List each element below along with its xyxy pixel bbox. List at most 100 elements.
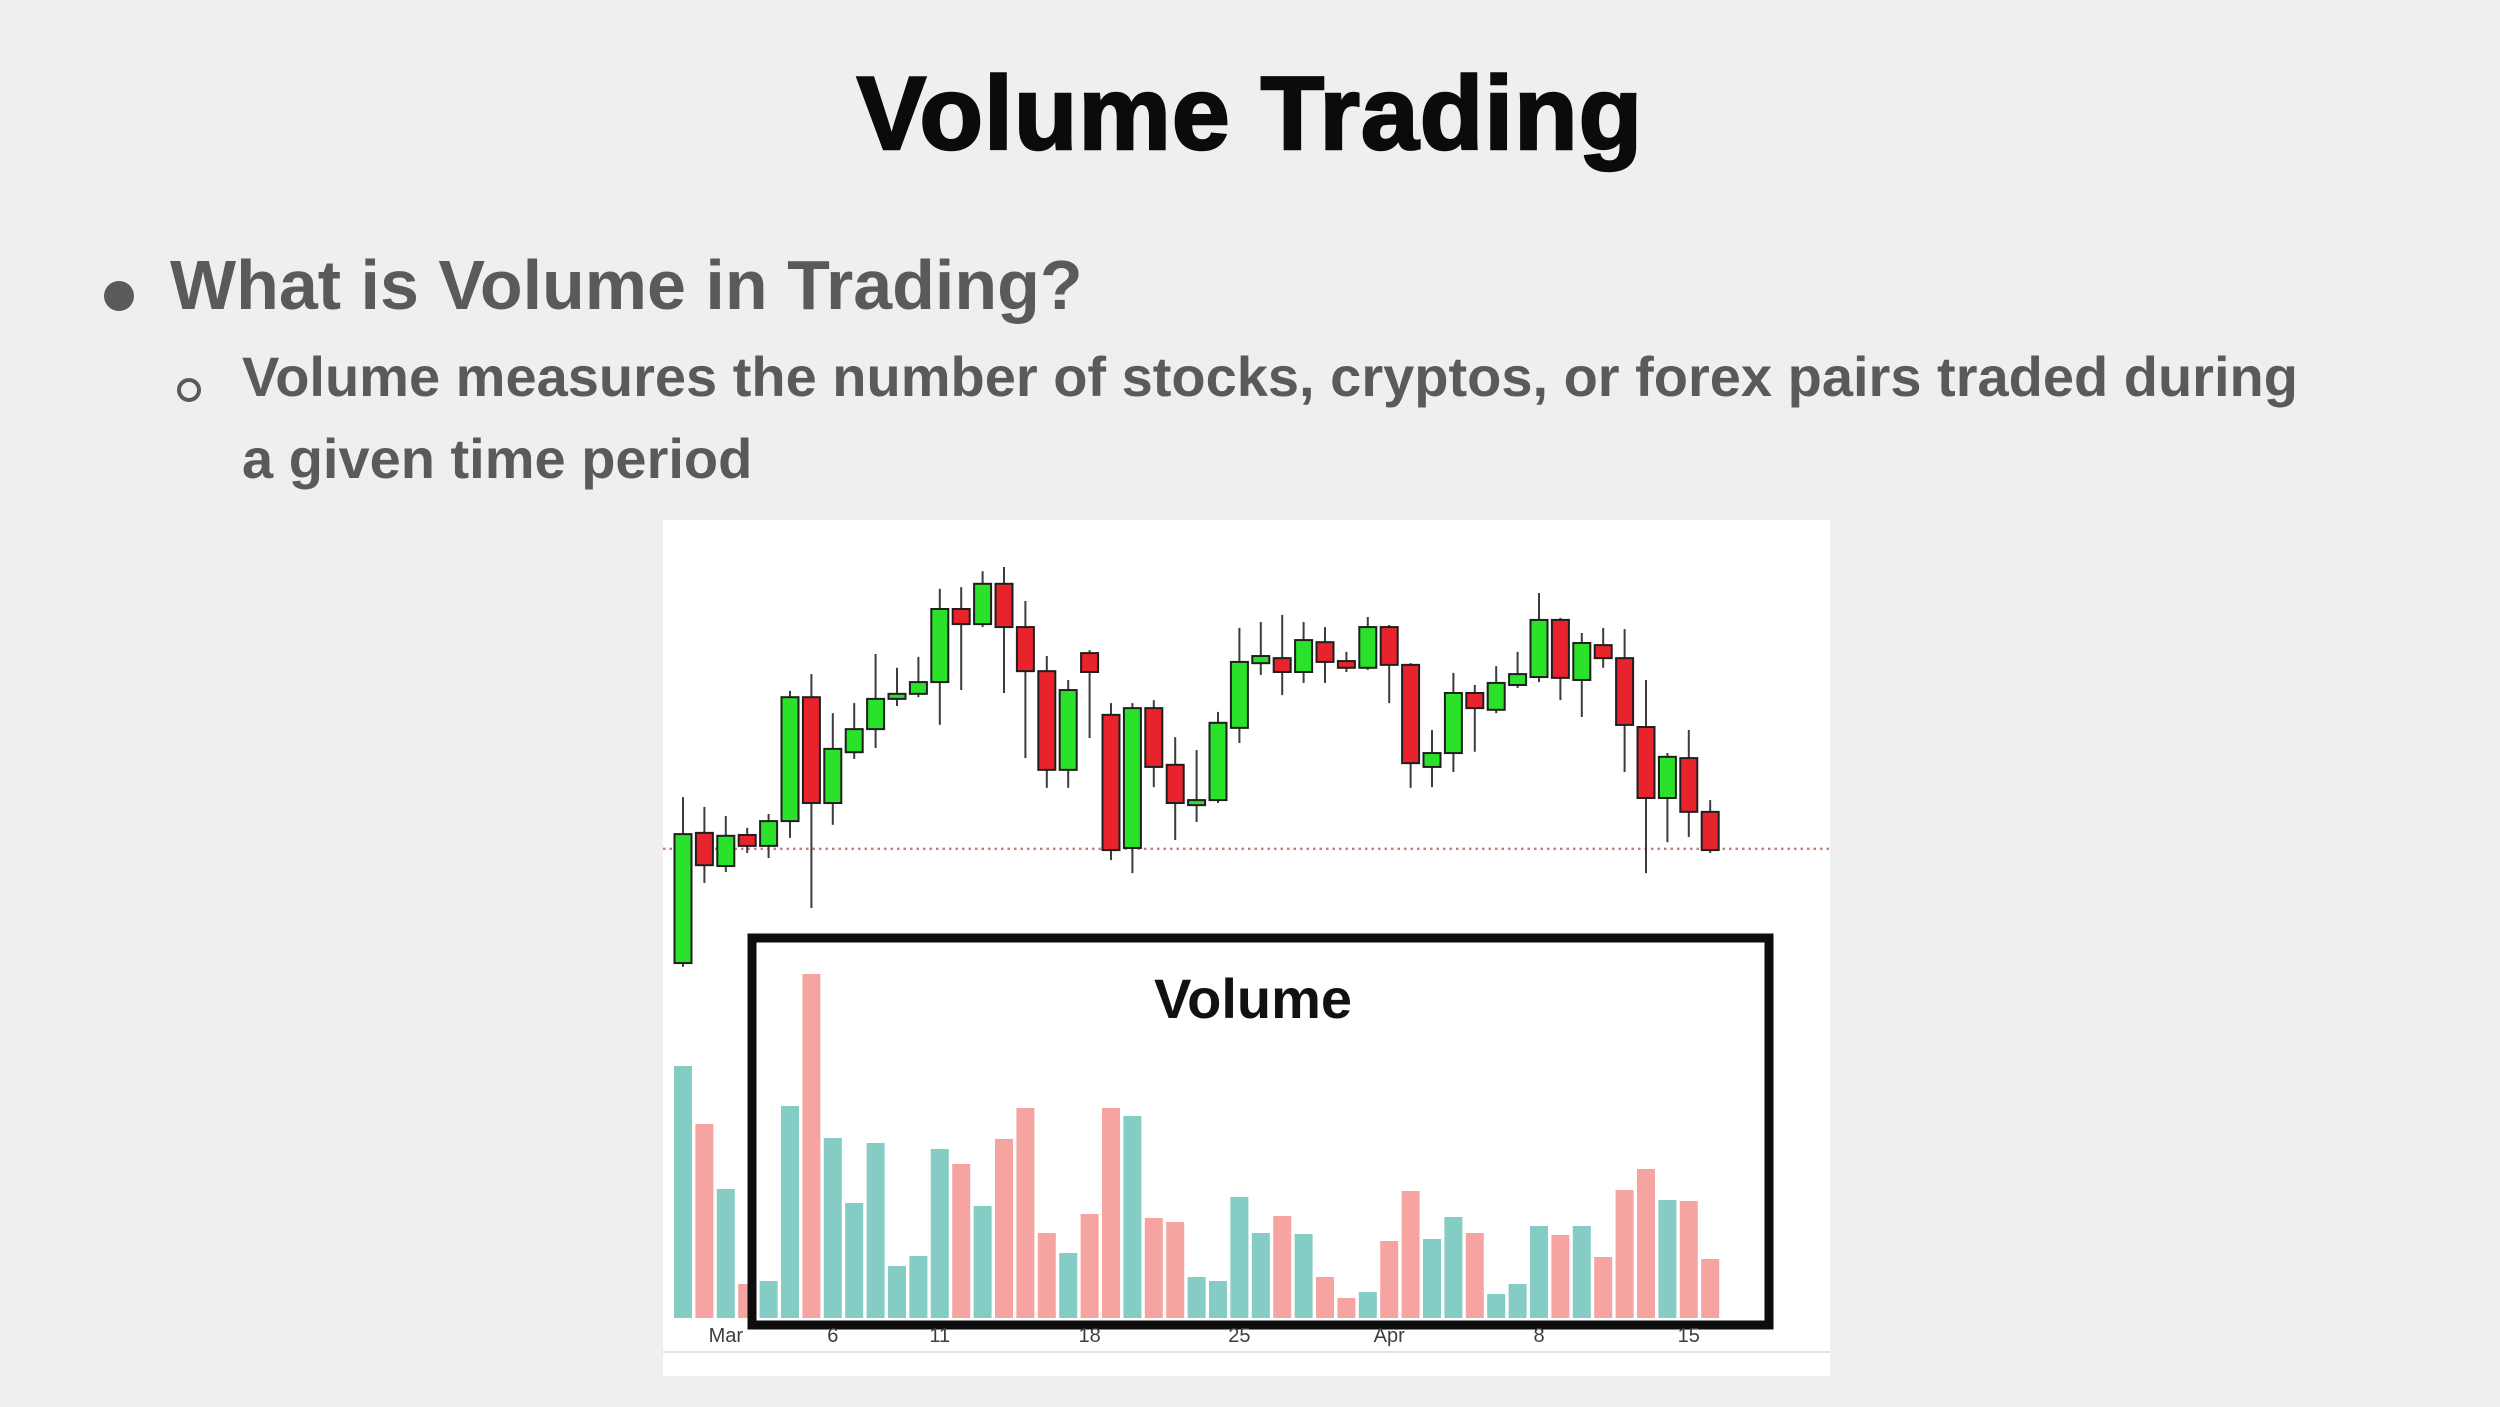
volume-bar-28 (1273, 1216, 1292, 1318)
candle-body-5 (780, 696, 800, 823)
candle-body-42 (1572, 642, 1592, 681)
page-title: Volume Trading (856, 56, 1644, 172)
bullet-dot-icon (104, 281, 134, 311)
candle-body-7 (823, 747, 843, 805)
candle-body-34 (1401, 663, 1421, 765)
candle-body-27 (1251, 655, 1271, 665)
x-tick-label-1: 6 (827, 1325, 838, 1347)
volume-box (747, 933, 1774, 1330)
volume-bar-37 (1465, 1233, 1484, 1318)
candle-body-43 (1593, 644, 1613, 660)
volume-bar-21 (1123, 1116, 1142, 1318)
candle-body-9 (866, 697, 886, 731)
candlestick-volume-chart: Volume Mar 6 11 18 25 Apr 8 15 (663, 520, 1830, 1376)
candle-body-19 (1080, 652, 1100, 673)
volume-bar-45 (1637, 1169, 1655, 1318)
candle-body-30 (1315, 641, 1335, 663)
sub-bullet-line-1: Volume measures the number of stocks, cr… (242, 345, 2298, 408)
candle-body-23 (1165, 763, 1185, 805)
volume-bar-23 (1166, 1222, 1185, 1318)
volume-bar-42 (1572, 1226, 1591, 1318)
candle-body-21 (1122, 707, 1142, 849)
candle-body-40 (1529, 618, 1549, 679)
volume-bar-26 (1230, 1197, 1249, 1318)
candle-body-12 (930, 608, 950, 684)
volume-bar-22 (1144, 1218, 1163, 1318)
volume-bar-4 (759, 1281, 778, 1318)
candle-body-20 (1101, 713, 1121, 852)
candle-body-2 (716, 834, 736, 868)
volume-bar-43 (1594, 1257, 1613, 1318)
volume-bar-30 (1316, 1277, 1334, 1318)
volume-bar-41 (1551, 1235, 1570, 1318)
volume-bar-33 (1380, 1241, 1399, 1318)
volume-bar-27 (1251, 1233, 1270, 1318)
candle-body-11 (908, 681, 928, 695)
candle-body-16 (1015, 626, 1035, 673)
volume-bar-47 (1679, 1201, 1698, 1318)
candle-body-31 (1336, 660, 1356, 669)
candle-body-0 (673, 833, 693, 965)
volume-bar-20 (1102, 1108, 1120, 1318)
candle-body-46 (1657, 755, 1677, 800)
volume-bar-7 (823, 1138, 842, 1318)
volume-bar-31 (1337, 1298, 1356, 1318)
x-tick-label-3: 18 (1078, 1325, 1100, 1347)
candle-body-14 (973, 582, 993, 626)
candle-body-22 (1144, 707, 1164, 768)
volume-bar-16 (1016, 1108, 1035, 1318)
volume-bar-15 (995, 1139, 1013, 1318)
volume-bar-12 (930, 1149, 949, 1318)
candle-body-25 (1208, 721, 1228, 802)
candle-body-32 (1358, 626, 1378, 669)
volume-bar-9 (866, 1143, 885, 1318)
candle-body-18 (1058, 689, 1078, 771)
x-tick-label-6: 8 (1533, 1325, 1544, 1347)
volume-bar-24 (1187, 1277, 1206, 1318)
bullet-text: What is Volume in Trading? (170, 246, 1083, 324)
candle-body-1 (694, 831, 714, 867)
volume-bar-25 (1209, 1281, 1227, 1318)
x-tick-label-0: Mar (709, 1325, 744, 1347)
volume-bar-19 (1080, 1214, 1099, 1318)
candle-body-36 (1443, 692, 1463, 755)
candle-body-28 (1272, 657, 1292, 674)
candle-body-37 (1465, 692, 1485, 710)
candle-body-13 (951, 608, 971, 626)
candle-body-26 (1229, 660, 1249, 729)
candle-body-4 (759, 820, 779, 847)
candle-body-10 (887, 692, 907, 700)
sub-bullet-ring-icon (177, 378, 201, 402)
candle-body-45 (1636, 726, 1656, 800)
candle-body-29 (1294, 639, 1314, 674)
volume-bar-18 (1059, 1253, 1078, 1318)
candle-body-47 (1679, 757, 1699, 813)
candle-body-33 (1379, 626, 1399, 666)
volume-bar-11 (909, 1256, 928, 1318)
volume-bar-10 (888, 1266, 906, 1318)
volume-bar-34 (1401, 1191, 1420, 1318)
sub-bullet-text: Volume measures the number of stocks, cr… (242, 336, 2462, 500)
volume-bar-8 (845, 1203, 864, 1318)
candle-body-35 (1422, 752, 1442, 768)
volume-bar-44 (1615, 1190, 1634, 1318)
candle-body-38 (1486, 681, 1506, 711)
volume-bar-36 (1444, 1217, 1463, 1318)
volume-bar-38 (1487, 1294, 1506, 1318)
x-tick-label-2: 11 (929, 1325, 950, 1347)
volume-bar-17 (1037, 1233, 1056, 1318)
volume-bar-1 (695, 1124, 714, 1318)
x-tick-label-5: Apr (1374, 1325, 1405, 1347)
volume-bar-13 (952, 1164, 971, 1318)
chart-svg: Volume Mar 6 11 18 25 Apr 8 15 (663, 567, 1830, 1353)
candle-body-39 (1508, 673, 1528, 687)
candle-body-8 (844, 728, 864, 754)
candle-body-3 (737, 833, 757, 847)
volume-bar-29 (1294, 1234, 1313, 1318)
candle-body-44 (1615, 657, 1635, 726)
volume-bar-35 (1423, 1239, 1441, 1318)
volume-bar-40 (1530, 1226, 1548, 1318)
candle-body-48 (1700, 810, 1720, 852)
volume-bar-2 (716, 1189, 735, 1318)
